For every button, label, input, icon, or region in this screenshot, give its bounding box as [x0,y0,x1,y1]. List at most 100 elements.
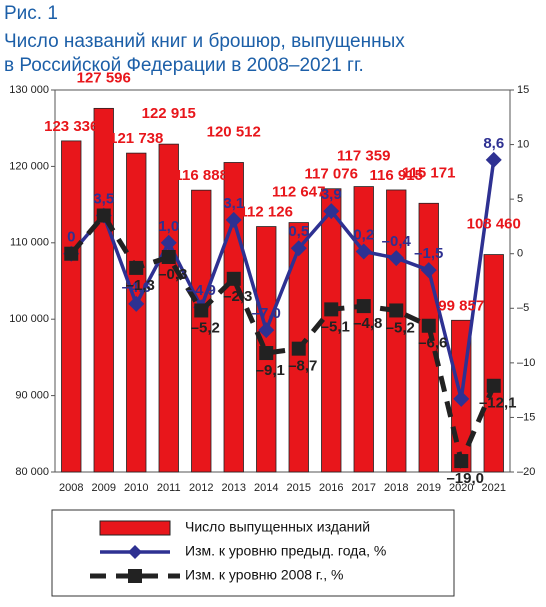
line-value-label: –0,4 [382,233,412,250]
marker [290,240,307,257]
marker [356,299,371,314]
x-tick-label: 2015 [287,482,311,494]
legend-swatch [99,520,171,536]
legend-label: Изм. к уровню предыд. года, % [185,543,386,559]
bar [321,188,342,473]
x-tick-label: 2010 [124,482,148,494]
x-tick-label: 2019 [417,482,441,494]
bar [93,107,114,473]
line-value-label: 1,0 [158,218,179,235]
x-tick-label: 2017 [352,482,376,494]
bar [61,140,82,473]
marker [486,378,501,393]
line-value-label: –7,0 [252,305,281,322]
y-tick-label: 90 000 [15,390,49,402]
line-value-label: –4,6 [122,279,151,296]
marker [389,303,404,318]
bar-value-label: 117 359 [337,148,390,165]
marker [129,260,144,275]
marker [355,243,372,260]
y2-tick-label: –15 [517,411,535,423]
line-value-label: –8,7 [288,358,317,375]
bar-value-label: 115 171 [402,164,455,181]
bar-value-label: 112 126 [240,204,293,221]
marker [420,262,437,279]
bar-value-label: 108 460 [467,216,521,233]
bar-value-label: 116 888 [175,167,228,184]
line-value-label: –1,3 [126,277,155,294]
line-value-label: –5,2 [386,319,415,336]
y2-tick-label: 0 [517,248,523,260]
bar [191,189,212,473]
legend-marker [128,545,142,559]
bar [158,143,179,473]
bar-value-label: 122 915 [142,105,196,122]
marker [323,203,340,220]
x-tick-label: 2013 [222,482,246,494]
marker [194,303,209,318]
y2-tick-label: 10 [517,138,529,150]
marker [454,454,469,469]
line-value-label: –9,1 [256,362,285,379]
x-tick-label: 2021 [482,482,506,494]
line-value-label: –1,5 [414,245,443,262]
y2-tick-label: 5 [517,193,523,205]
line-value-label: –2,3 [223,288,252,305]
line-value-label: –5,2 [191,319,220,336]
line-value-label: 0,2 [353,227,374,244]
x-tick-label: 2018 [384,482,408,494]
marker [388,250,405,267]
line-value-label: –5,1 [321,318,350,335]
line-value-label: –0,3 [158,266,187,283]
marker [128,295,145,312]
marker [64,246,79,261]
y-tick-label: 80 000 [15,466,49,478]
line-value-label: –4,9 [187,282,216,299]
plot-area [54,89,511,473]
line-value-label: –12,1 [479,395,517,412]
bar [353,186,374,473]
x-tick-label: 2011 [157,482,181,494]
legend-box [51,509,455,597]
line-value-label: 3,9 [321,186,342,203]
marker [225,211,242,228]
bar [126,152,147,473]
legend-marker [128,569,142,583]
marker [259,346,274,361]
bar-value-label: 116 915 [370,167,423,184]
y-tick-label: 100 000 [9,313,49,325]
marker [226,271,241,286]
bar [483,254,504,473]
marker [258,322,275,339]
bar-value-label: 123 336 [44,118,98,135]
x-tick-label: 2008 [59,482,83,494]
y-tick-label: 130 000 [9,84,49,96]
marker [485,151,502,168]
line-value-label: 0,5 [288,223,309,240]
y2-tick-label: –10 [517,357,535,369]
x-tick-label: 2012 [189,482,213,494]
y-tick-label: 110 000 [10,237,49,249]
line-value-label: 3,1 [223,195,244,212]
x-tick-label: 2016 [319,482,343,494]
x-tick-label: 2009 [92,482,116,494]
chart-title: в Российской Федерации в 2008–2021 гг. [4,55,364,76]
legend-label: Изм. к уровню 2008 г., % [185,567,343,583]
figure-label: Рис. 1 [4,3,58,24]
x-tick-label: 2020 [449,482,473,494]
y2-tick-label: –20 [517,466,535,478]
bar-value-label: 99 857 [438,297,484,314]
chart-title: Число названий книг и брошюр, выпущенных [4,31,405,52]
y2-tick-label: 15 [517,84,529,96]
y-tick-label: 120 000 [9,160,49,172]
marker [324,302,339,317]
x-tick-label: 2014 [254,482,278,494]
bar-value-label: 117 076 [305,166,358,183]
bar-value-label: 127 596 [77,69,131,86]
y2-tick-label: –5 [517,302,529,314]
bar-value-label: 112 647 [272,184,325,201]
line-value-label: 3,5 [93,190,114,207]
line-value-label: –6,6 [418,335,447,352]
marker [453,390,470,407]
